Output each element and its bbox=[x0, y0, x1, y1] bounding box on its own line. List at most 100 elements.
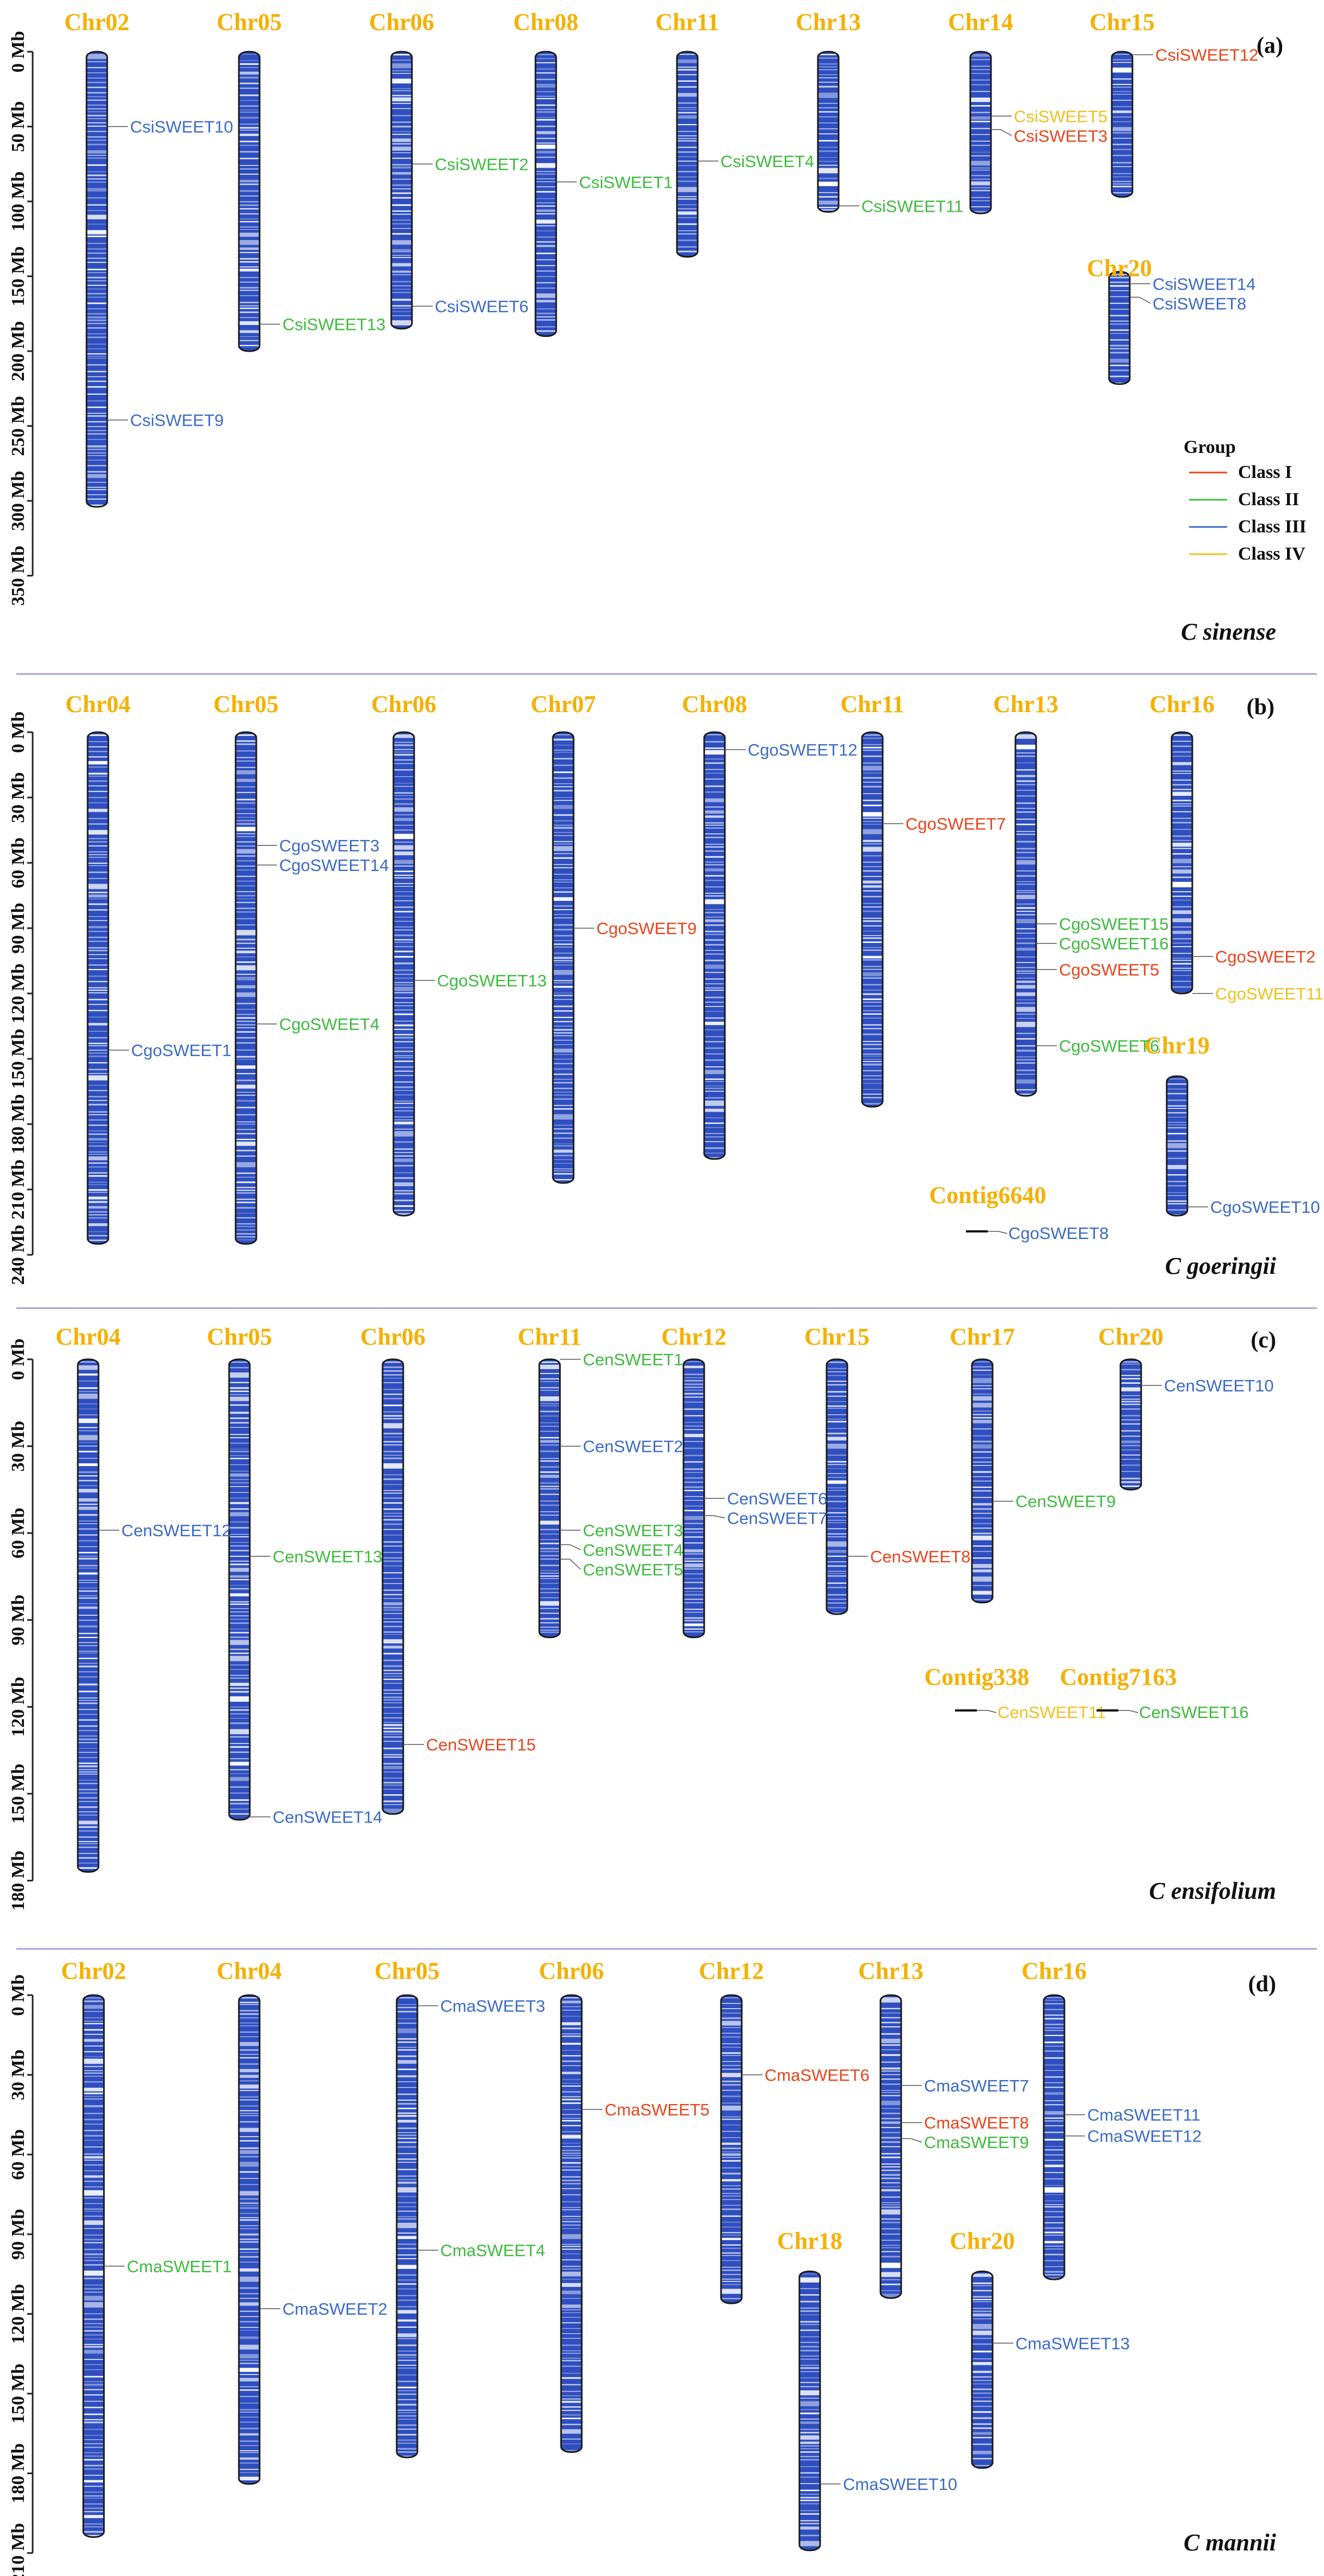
chromosome-chr05-band bbox=[239, 151, 260, 153]
chromosome-chr13-band bbox=[880, 2054, 901, 2056]
chromosome-chr11-body bbox=[539, 1359, 560, 1637]
chromosome-chr17-outline bbox=[971, 1358, 994, 1604]
chromosome-chr12-band bbox=[683, 1496, 704, 1498]
chromosome-chr06-band bbox=[383, 1551, 403, 1553]
chromosome-chr12-band bbox=[721, 2102, 742, 2104]
chromosome-chr05-band bbox=[239, 290, 260, 291]
chromosome-chr11: Chr11 bbox=[518, 1323, 582, 1639]
chromosome-chr17-band bbox=[972, 1490, 993, 1492]
chromosome-chr18-band bbox=[799, 2513, 820, 2515]
chromosome-chr11-band bbox=[862, 744, 883, 745]
chromosome-chr05-band bbox=[236, 770, 256, 775]
chromosome-chr11-band bbox=[677, 223, 698, 225]
chromosome-chr04-band bbox=[239, 2321, 260, 2323]
chromosome-chr19-band bbox=[1167, 1105, 1187, 1107]
gene-label: CgoSWEET9 bbox=[596, 919, 697, 938]
chromosome-chr05-band bbox=[397, 2288, 417, 2290]
chromosome-chr08-band bbox=[704, 1127, 725, 1128]
chromosome-chr06-band bbox=[561, 2228, 582, 2229]
gene-marker: CsiSWEET12 bbox=[1132, 46, 1258, 65]
chromosome-chr05-band bbox=[397, 2196, 417, 2197]
chromosome-chr05-band bbox=[236, 977, 256, 980]
chromosome-chr08-band bbox=[704, 916, 725, 918]
chromosome-chr06-band bbox=[561, 2224, 582, 2226]
chromosome-chr12-band bbox=[721, 2095, 742, 2097]
chromosome-chr06-band bbox=[383, 1609, 403, 1611]
chromosome-chr13-band bbox=[880, 2026, 901, 2028]
chromosome-chr20-band bbox=[1120, 1408, 1141, 1410]
chromosome-chr04-band bbox=[88, 1124, 108, 1126]
chromosome-chr06-band bbox=[383, 1382, 403, 1383]
chromosome-chr16-band bbox=[1172, 848, 1192, 849]
chromosome-chr13-band bbox=[1015, 841, 1036, 843]
chromosome-chr13-band bbox=[1015, 870, 1036, 872]
chromosome-chr08-band bbox=[704, 1090, 725, 1092]
chromosome-chr11-band bbox=[539, 1550, 560, 1553]
chromosome-chr17-band bbox=[972, 1508, 993, 1510]
chromosome-chr06-band bbox=[383, 1441, 403, 1443]
chromosome-chr06-band bbox=[561, 2166, 582, 2168]
chromosome-chr16-band bbox=[1044, 2178, 1064, 2180]
chromosome-chr06-band bbox=[561, 2418, 582, 2419]
chromosome-chr12-band bbox=[683, 1617, 704, 1619]
chromosome-chr05-band bbox=[236, 875, 256, 877]
chromosome-chr06-band bbox=[391, 228, 412, 229]
chromosome-chr06-band bbox=[383, 1800, 403, 1802]
chromosome-chr13-band bbox=[1015, 985, 1036, 989]
chromosome-chr15-band bbox=[827, 1487, 847, 1488]
chromosome-chr18-band bbox=[799, 2385, 820, 2388]
chromosome-chr15-band bbox=[827, 1432, 847, 1434]
chromosome-chr16-band bbox=[1172, 745, 1192, 747]
chromosome-chr18: Chr18 bbox=[777, 2228, 842, 2552]
chromosome-chr08-band bbox=[535, 259, 556, 261]
chromosome-chr06-band bbox=[391, 249, 412, 253]
chromosome-chr13-fill bbox=[818, 52, 839, 212]
chromosome-chr18-band bbox=[799, 2321, 820, 2323]
chromosome-chr13-band bbox=[1015, 1079, 1036, 1084]
chromosome-chr04-band bbox=[88, 1100, 108, 1101]
chromosome-chr08-band bbox=[535, 163, 556, 168]
chromosome-chr20-band bbox=[1120, 1419, 1141, 1421]
chromosome-chr08-band bbox=[704, 886, 725, 888]
chromosome-chr18-band bbox=[799, 2432, 820, 2433]
chromosome-chr11-band bbox=[862, 750, 883, 751]
chromosome-chr16-band bbox=[1044, 2160, 1064, 2161]
chromosome-chr07-band bbox=[553, 1108, 574, 1110]
chromosome-chr06-band bbox=[383, 1659, 403, 1661]
chromosome-chr13-band bbox=[818, 150, 839, 152]
chromosome-chr16-band bbox=[1044, 2211, 1064, 2212]
chromosome-chr08-band bbox=[704, 1108, 725, 1112]
chromosome-chr06-band bbox=[393, 798, 414, 800]
chromosome-chr16-band bbox=[1172, 891, 1192, 892]
chromosome-chr17-band bbox=[972, 1532, 993, 1535]
chromosome-chr08-band bbox=[704, 972, 725, 973]
chromosome-chr05-band bbox=[397, 2223, 417, 2228]
chromosome-chr08-band bbox=[535, 119, 556, 121]
chromosome-chr11-band bbox=[539, 1431, 560, 1432]
chromosome-chr20-band bbox=[1120, 1363, 1141, 1365]
chromosome-chr18-fill bbox=[799, 2271, 820, 2550]
gene-marker: CenSWEET15 bbox=[403, 1735, 536, 1755]
chromosome-chr14-band bbox=[970, 189, 991, 192]
chromosome-chr06-band bbox=[393, 865, 414, 867]
chromosome-chr02-band bbox=[87, 445, 107, 447]
chromosome-chr12-band bbox=[721, 2157, 742, 2158]
chromosome-chr02-band bbox=[83, 2238, 104, 2241]
chromosome-chr07-band bbox=[553, 738, 574, 741]
chromosome-chr11-band bbox=[539, 1555, 560, 1557]
chromosome-chr06-band bbox=[391, 121, 412, 123]
chromosome-chr14-band bbox=[970, 206, 991, 207]
chromosome-chr06-band bbox=[561, 2118, 582, 2119]
chromosome-chr16-band bbox=[1044, 2100, 1064, 2101]
chromosome-chr11-band bbox=[539, 1511, 560, 1512]
chromosome-chr05-band bbox=[397, 2344, 417, 2346]
chromosome-chr20-band bbox=[1109, 364, 1130, 366]
chromosome-chr08-band bbox=[704, 806, 725, 808]
chromosome-chr04-band bbox=[78, 1582, 98, 1583]
chromosome-chr06-band bbox=[393, 978, 414, 979]
chromosome-chr05-band bbox=[229, 1492, 250, 1493]
chromosome-chr12-band bbox=[721, 2131, 742, 2132]
chromosome-chr07-band bbox=[553, 960, 574, 961]
chromosome-chr15-fill bbox=[827, 1359, 847, 1615]
chromosome-chr06-band bbox=[383, 1727, 403, 1729]
